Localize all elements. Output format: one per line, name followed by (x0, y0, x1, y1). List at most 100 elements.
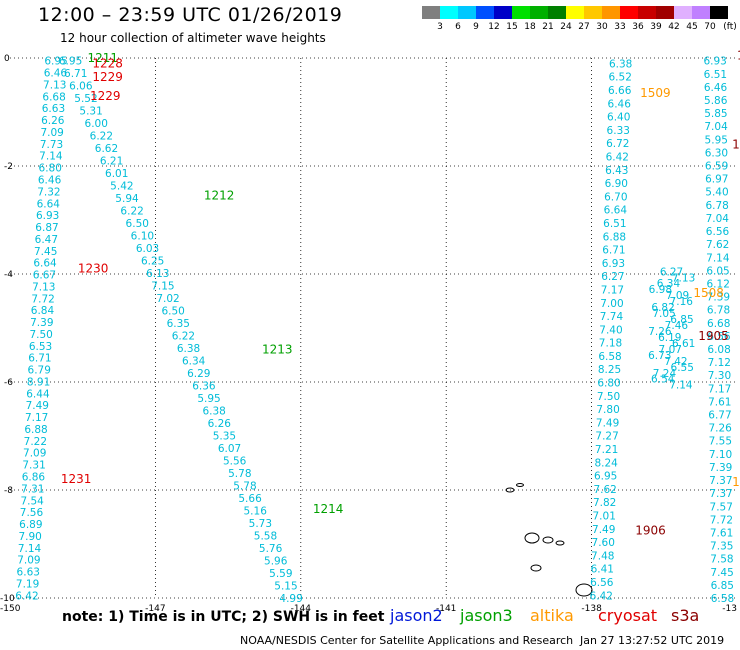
time-label: 1906 (635, 524, 666, 538)
wave-height-label: 7.31 (22, 460, 45, 472)
wave-height-label: 6.72 (606, 138, 629, 150)
wave-height-label: 7.80 (596, 404, 619, 416)
wave-height-label: 6.85 (670, 314, 693, 326)
wave-height-label: 6.38 (202, 406, 225, 418)
wave-height-label: 6.27 (601, 271, 624, 283)
time-label: 1508 (693, 286, 724, 300)
island-outline (555, 540, 565, 546)
time-label: 1229 (90, 89, 121, 103)
wave-height-label: 7.50 (597, 391, 620, 403)
wave-height-label: 7.50 (29, 329, 52, 341)
wave-height-label: 5.86 (704, 95, 728, 107)
wave-height-label: 6.67 (33, 270, 56, 282)
wave-height-label: 6.68 (42, 91, 65, 103)
wave-height-label: 6.34 (657, 278, 681, 290)
wave-height-label: 7.00 (600, 298, 623, 310)
wave-height-label: 7.61 (708, 396, 731, 408)
x-tick-label: -144 (291, 604, 312, 614)
wave-height-label: 6.77 (708, 410, 731, 422)
wave-height-label: 6.46 (44, 68, 68, 80)
wave-height-label: 7.58 (710, 554, 733, 566)
x-tick-label: -150 (0, 604, 21, 614)
wave-height-label: 7.61 (710, 527, 733, 539)
wave-height-label: 6.80 (39, 163, 62, 175)
island-outline (542, 536, 554, 544)
colorbar-label: 36 (632, 22, 644, 32)
wave-height-label: 7.14 (39, 151, 63, 163)
wave-height-label: 6.88 (24, 424, 47, 436)
wave-height-label: 6.26 (208, 418, 232, 430)
wave-height-label: 5.94 (115, 193, 139, 205)
wave-height-label: 6.10 (131, 231, 154, 243)
time-label: 1213 (262, 343, 293, 357)
wave-height-label: 6.54 (651, 374, 675, 386)
wave-height-label: 6.44 (26, 388, 50, 400)
wave-height-label: 6.55 (671, 362, 694, 374)
wave-height-label: 7.82 (593, 497, 616, 509)
legend-cryosat: cryosat (598, 606, 658, 625)
y-tick-label: -6 (4, 378, 13, 388)
wave-height-label: 7.39 (707, 292, 730, 304)
note-text: note: 1) Time is in UTC; 2) SWH is in fe… (62, 609, 385, 625)
y-tick-label: -8 (4, 486, 13, 496)
wave-height-label: 5.59 (269, 568, 292, 580)
colorbar-swatch (440, 6, 458, 19)
wave-height-label: 6.03 (136, 243, 159, 255)
wave-height-label: 5.73 (249, 518, 272, 530)
wave-height-label: 5.96 (264, 556, 288, 568)
wave-height-label: 6.05 (706, 265, 729, 277)
wave-height-label: 6.22 (120, 206, 143, 218)
wave-height-label: 7.90 (18, 531, 41, 543)
wave-height-label: 5.16 (244, 506, 268, 518)
wave-height-label: 7.49 (26, 400, 49, 412)
wave-height-label: 6.22 (172, 331, 195, 343)
wave-height-label: 6.70 (604, 191, 627, 203)
colorbar-swatch (476, 6, 494, 19)
wave-height-label: 7.49 (592, 524, 615, 536)
wave-height-label: 6.95 (44, 56, 67, 68)
colorbar-label: 6 (455, 22, 461, 32)
wave-height-label: 7.05 (652, 308, 675, 320)
wave-height-label: 7.04 (706, 213, 730, 225)
footer-timestamp: Jan 27 13:27:52 UTC 2019 (580, 634, 725, 647)
colorbar-label: 15 (506, 22, 518, 32)
wave-height-label: 5.78 (228, 468, 251, 480)
wave-height-label: 6.62 (95, 143, 118, 155)
wave-height-label: 6.12 (707, 278, 730, 290)
wave-height-label: 7.60 (592, 537, 615, 549)
wave-height-label: 7.30 (708, 370, 731, 382)
wave-height-label: 6.56 (707, 331, 731, 343)
wave-height-label: 7.10 (709, 449, 732, 461)
wave-height-label: 6.36 (192, 381, 216, 393)
wave-height-label: 7.16 (670, 296, 694, 308)
colorbar-label: 30 (596, 22, 608, 32)
wave-height-label: 7.24 (653, 368, 677, 380)
wave-height-label: 5.35 (213, 431, 236, 443)
legend-s3a: s3a (671, 606, 700, 625)
wave-height-label: 7.49 (596, 417, 619, 429)
wave-height-label: 6.38 (177, 343, 200, 355)
time-label: 1230 (78, 262, 109, 276)
wave-height-label: 6.61 (672, 338, 695, 350)
wave-height-label: 5.31 (79, 106, 102, 118)
colorbar-swatch (602, 6, 620, 19)
colorbar-swatch (692, 6, 710, 19)
wave-height-label: 7.07 (659, 344, 682, 356)
wave-height-label: 6.58 (711, 593, 734, 605)
wave-height-label: 6.90 (605, 178, 628, 190)
wave-height-label: 6.97 (705, 174, 728, 186)
y-tick-label: -4 (4, 270, 13, 280)
wave-height-label: 7.13 (672, 272, 695, 284)
wave-height-label: 7.74 (600, 311, 624, 323)
wave-height-label: 7.37 (709, 475, 732, 487)
wave-height-label: 6.71 (602, 245, 625, 257)
wave-height-label: 7.35 (710, 541, 733, 553)
wave-height-label: 6.35 (167, 318, 190, 330)
wave-height-label: 6.80 (597, 378, 620, 390)
wave-height-label: 5.85 (704, 108, 727, 120)
wave-height-label: 6.52 (609, 72, 632, 84)
wave-height-label: 7.09 (17, 555, 40, 567)
x-tick-label: -138 (581, 604, 602, 614)
colorbar-label: 21 (542, 22, 554, 32)
wave-height-label: 6.51 (704, 69, 727, 81)
